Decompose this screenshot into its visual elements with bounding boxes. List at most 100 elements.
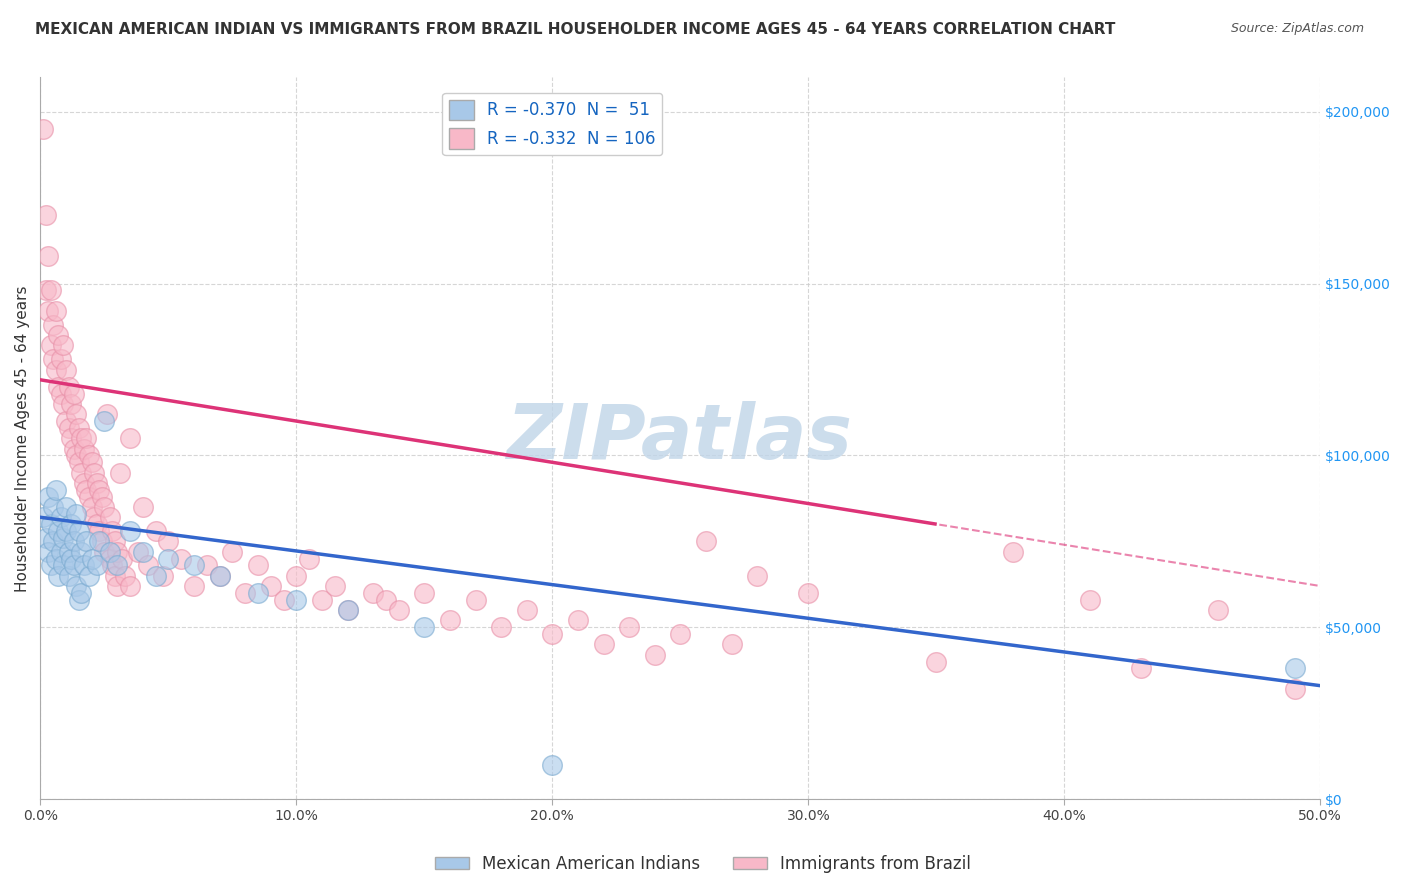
Point — [58, 568, 80, 582]
Point — [39, 284, 62, 298]
Point — [37, 304, 59, 318]
Point — [45, 483, 67, 497]
Point — [669, 627, 692, 641]
Point — [58, 544, 80, 558]
Point — [361, 586, 384, 600]
Point — [52, 531, 75, 545]
Point — [1206, 603, 1229, 617]
Point — [1130, 661, 1153, 675]
Point — [42, 534, 65, 549]
Point — [60, 517, 83, 532]
Point — [644, 648, 666, 662]
Point — [323, 579, 346, 593]
Point — [157, 534, 180, 549]
Point — [58, 380, 80, 394]
Point — [720, 637, 742, 651]
Point — [39, 517, 62, 532]
Point — [73, 558, 96, 573]
Point — [65, 579, 87, 593]
Point — [152, 568, 174, 582]
Point — [34, 284, 56, 298]
Point — [49, 510, 72, 524]
Point — [336, 603, 359, 617]
Point — [132, 500, 155, 514]
Point — [285, 568, 308, 582]
Y-axis label: Householder Income Ages 45 - 64 years: Householder Income Ages 45 - 64 years — [15, 285, 30, 591]
Point — [55, 524, 77, 538]
Point — [49, 544, 72, 558]
Point — [45, 304, 67, 318]
Point — [1284, 682, 1306, 697]
Point — [221, 544, 243, 558]
Point — [93, 500, 115, 514]
Point — [183, 558, 205, 573]
Point — [34, 208, 56, 222]
Point — [45, 551, 67, 566]
Point — [260, 579, 283, 593]
Point — [118, 431, 141, 445]
Point — [157, 551, 180, 566]
Point — [90, 534, 112, 549]
Point — [62, 558, 84, 573]
Text: ZIPatlas: ZIPatlas — [508, 401, 853, 475]
Point — [93, 414, 115, 428]
Point — [46, 380, 69, 394]
Point — [62, 386, 84, 401]
Point — [195, 558, 218, 573]
Point — [98, 551, 121, 566]
Text: Source: ZipAtlas.com: Source: ZipAtlas.com — [1230, 22, 1364, 36]
Point — [67, 524, 90, 538]
Point — [127, 544, 149, 558]
Point — [388, 603, 411, 617]
Point — [89, 524, 111, 538]
Point — [1078, 592, 1101, 607]
Point — [42, 318, 65, 332]
Point — [797, 586, 820, 600]
Point — [89, 483, 111, 497]
Point — [73, 475, 96, 490]
Point — [67, 455, 90, 469]
Point — [617, 620, 640, 634]
Point — [336, 603, 359, 617]
Point — [80, 551, 103, 566]
Point — [592, 637, 614, 651]
Point — [58, 421, 80, 435]
Point — [104, 568, 127, 582]
Point — [90, 490, 112, 504]
Point — [32, 510, 55, 524]
Point — [62, 534, 84, 549]
Point — [925, 655, 948, 669]
Point — [89, 534, 111, 549]
Point — [55, 414, 77, 428]
Point — [118, 579, 141, 593]
Point — [46, 524, 69, 538]
Point — [39, 338, 62, 352]
Point — [273, 592, 295, 607]
Text: MEXICAN AMERICAN INDIAN VS IMMIGRANTS FROM BRAZIL HOUSEHOLDER INCOME AGES 45 - 6: MEXICAN AMERICAN INDIAN VS IMMIGRANTS FR… — [35, 22, 1115, 37]
Point — [136, 558, 159, 573]
Point — [42, 500, 65, 514]
Point — [208, 568, 231, 582]
Point — [65, 407, 87, 421]
Point — [37, 249, 59, 263]
Legend: R = -0.370  N =  51, R = -0.332  N = 106: R = -0.370 N = 51, R = -0.332 N = 106 — [443, 93, 662, 155]
Point — [101, 558, 124, 573]
Point — [76, 534, 98, 549]
Point — [86, 517, 108, 532]
Point — [439, 613, 461, 627]
Point — [83, 466, 105, 480]
Point — [42, 352, 65, 367]
Point — [93, 544, 115, 558]
Point — [98, 510, 121, 524]
Point — [65, 507, 87, 521]
Point — [233, 586, 256, 600]
Point — [70, 544, 93, 558]
Point — [541, 627, 564, 641]
Point — [1002, 544, 1025, 558]
Point — [413, 620, 436, 634]
Point — [73, 442, 96, 456]
Point — [111, 551, 134, 566]
Point — [98, 544, 121, 558]
Point — [567, 613, 589, 627]
Point — [105, 544, 128, 558]
